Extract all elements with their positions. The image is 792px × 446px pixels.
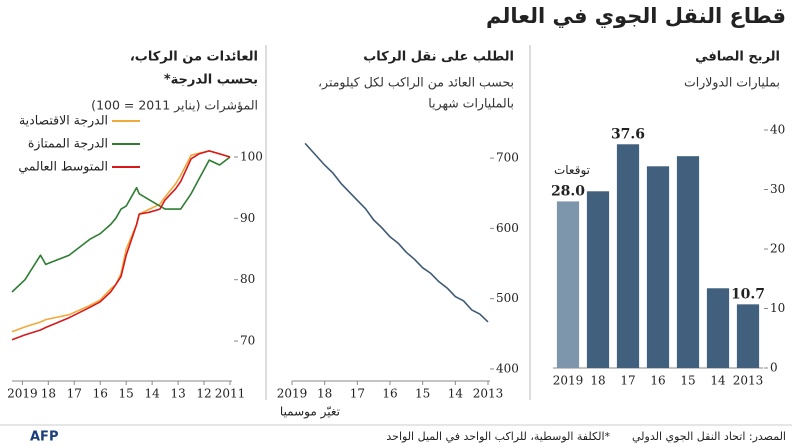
y-tick-label: 40 [770,123,785,137]
chart-title: الطلب على نقل الركاب [363,50,514,65]
x-tick-label: 13 [170,387,185,401]
chart-subtitle: المؤشرات (يناير 2011 = 100) [91,98,258,114]
x-tick-label: 2013 [733,374,764,388]
bar [586,191,610,368]
x-tick-label: 14 [145,387,161,401]
x-tick-label: 15 [680,374,695,388]
y-tick-label: 10 [770,301,785,315]
chart-subtitle: بحسب العائد من الراكب لكل كيلومتر، [318,75,514,91]
x-tick-label: 16 [382,387,397,401]
x-tick-label: 14 [448,387,464,401]
line-series [11,150,231,333]
bar [556,201,580,368]
legend-label: الدرجة الاقتصادية [19,113,108,129]
legend-label: المتوسط العالمي [18,159,108,175]
x-tick-label: 18 [41,387,56,401]
line-series [304,142,489,323]
source: المصدر: اتحاد النقل الجوي الدولي [632,430,786,443]
y-tick-label: 90 [240,211,255,225]
x-tick-label: 16 [650,374,665,388]
x-tick-label: 12 [196,387,211,401]
x-tick-label: 2019 [7,387,38,401]
x-tick-label: 2019 [277,387,308,401]
x-tick-label: 17 [620,374,635,388]
bar [646,166,670,368]
value-label: 10.7 [731,286,765,302]
chart-title: الربح الصافي [695,50,780,65]
y-tick-label: 20 [770,242,785,256]
chart-title: العائدات من الركاب، [130,50,258,65]
line-series [11,150,231,341]
legend-label: الدرجة الممتازة [28,136,108,152]
chart-title: بحسب الدرجة* [164,73,258,88]
x-tick-label: 17 [67,387,82,401]
x-tick-label: 18 [317,387,332,401]
value-label: 37.6 [611,126,645,142]
x-tick-label: 18 [590,374,605,388]
bar [736,304,760,368]
y-tick-label: 100 [240,150,263,164]
annotation: تغيّر موسميا [280,405,340,420]
chart-subtitle: بالمليارات شهريا [428,96,514,112]
annotation: توقعات [554,163,590,178]
bar [616,144,640,368]
x-tick-label: 14 [710,374,726,388]
x-tick-label: 16 [93,387,108,401]
y-tick-label: 700 [496,151,519,165]
y-tick-label: 600 [496,221,519,235]
footnote: *الكلفة الوسطية، للراكب الواحد في الميل … [386,430,610,443]
page-title: قطاع النقل الجوي في العالم [486,4,786,29]
x-tick-label: 2011 [215,387,246,401]
line-series [11,156,231,293]
bar [706,288,730,368]
y-tick-label: 500 [496,291,519,305]
x-tick-label: 17 [350,387,365,401]
value-label: 28.0 [551,183,585,199]
chart-subtitle: بمليارات الدولارات [684,75,780,91]
y-tick-label: 70 [240,334,255,348]
y-tick-label: 0 [770,361,778,375]
x-tick-label: 2013 [473,387,504,401]
x-tick-label: 15 [119,387,134,401]
y-tick-label: 30 [770,182,785,196]
credit: AFP [30,430,58,445]
x-tick-label: 15 [415,387,430,401]
bar [676,156,700,368]
y-tick-label: 80 [240,272,255,286]
x-tick-label: 2019 [553,374,584,388]
y-tick-label: 400 [496,361,519,375]
